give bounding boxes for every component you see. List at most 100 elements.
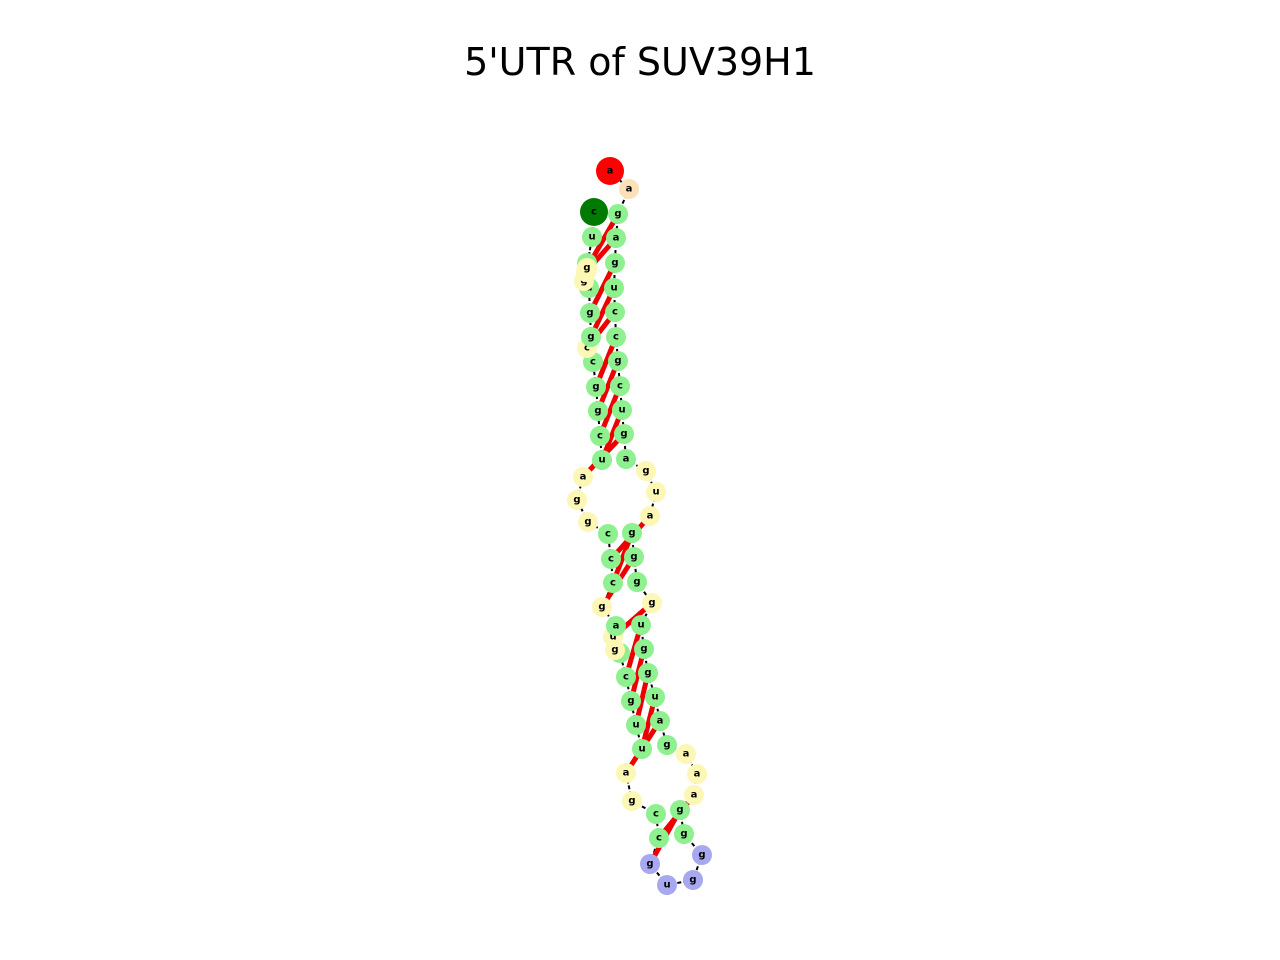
nucleotide-label: u xyxy=(637,620,644,631)
nucleotide-label: u xyxy=(598,455,605,466)
nucleotide-32: g xyxy=(692,845,712,865)
nucleotide-label: c xyxy=(605,529,611,540)
nucleotide-label: g xyxy=(620,429,627,440)
nucleotide-37: c xyxy=(646,804,666,824)
nucleotide-10: c xyxy=(610,376,630,396)
nucleotide-27: a xyxy=(676,744,696,764)
nucleotide-label: c xyxy=(612,307,618,318)
nucleotide-49: c xyxy=(603,573,623,593)
nucleotide-68: u xyxy=(582,227,602,247)
nucleotide-label: a xyxy=(580,472,587,483)
nucleotide-40: u xyxy=(632,739,652,759)
nucleotide-label: c xyxy=(590,357,596,368)
nucleotide-57: g xyxy=(588,401,608,421)
nucleotide-51: c xyxy=(598,524,618,544)
nucleotide-21: u xyxy=(631,615,651,635)
nucleotide-label: g xyxy=(587,332,594,343)
nucleotide-58: g xyxy=(586,377,606,397)
nucleotide-48: g xyxy=(592,597,612,617)
nucleotide-56: c xyxy=(590,426,610,446)
nucleotide-4: a xyxy=(606,228,626,248)
nucleotide-15: u xyxy=(646,482,666,502)
nucleotide-label: g xyxy=(628,796,635,807)
nucleotide-label: g xyxy=(584,517,591,528)
nucleotide-label: g xyxy=(663,740,670,751)
nucleotide-61: g xyxy=(581,327,601,347)
nucleotide-label: g xyxy=(598,602,605,613)
nucleotide-label: c xyxy=(608,554,614,565)
nucleotide-label: a xyxy=(623,768,630,779)
nucleotide-47: a xyxy=(606,616,626,636)
nucleotide-label: g xyxy=(583,263,590,274)
nucleotide-62: g xyxy=(580,303,600,323)
nucleotide-8: c xyxy=(606,327,626,347)
nucleotide-label: u xyxy=(588,232,595,243)
nucleotide-label: u xyxy=(638,744,645,755)
nucleotide-53: g xyxy=(567,490,587,510)
nucleotide-3: g xyxy=(608,204,628,224)
nucleotide-label: c xyxy=(617,381,623,392)
nucleotide-label: g xyxy=(648,598,655,609)
nucleotide-label: g xyxy=(646,859,653,870)
nucleotide-13: a xyxy=(616,449,636,469)
nucleotide-label: g xyxy=(642,466,649,477)
nucleotide-label: g xyxy=(594,406,601,417)
nucleotide-54: a xyxy=(573,467,593,487)
nucleotide-label: u xyxy=(663,880,670,891)
nucleotide-43: c xyxy=(616,667,636,687)
nucleotide-23: g xyxy=(638,663,658,683)
nucleotide-label: c xyxy=(656,833,662,844)
nucleotide-31: g xyxy=(674,824,694,844)
nucleotide-22: g xyxy=(634,639,654,659)
nucleotide-label: c xyxy=(610,578,616,589)
nucleotide-6: u xyxy=(604,278,624,298)
nucleotide-33: g xyxy=(683,870,703,890)
nucleotide-label: g xyxy=(614,356,621,367)
nucleotide-41: u xyxy=(626,715,646,735)
nucleotide-label: g xyxy=(627,696,634,707)
nucleotide-label: g xyxy=(611,258,618,269)
nucleotide-24: u xyxy=(645,687,665,707)
nucleotide-5: g xyxy=(605,253,625,273)
nucleotide-17: g xyxy=(622,523,642,543)
nucleotide-35: g xyxy=(640,854,660,874)
nucleotide-label: a xyxy=(694,769,701,780)
nucleotide-label: a xyxy=(691,790,698,801)
nucleotide-label: g xyxy=(680,829,687,840)
nucleotide-18: g xyxy=(624,547,644,567)
nucleotide-label: u xyxy=(610,283,617,294)
nucleotide-label: g xyxy=(698,850,705,861)
nucleotide-label: u xyxy=(632,720,639,731)
nucleotide-label: c xyxy=(597,431,603,442)
nucleotide-label: u xyxy=(618,405,625,416)
nucleotide-label: g xyxy=(586,308,593,319)
nucleotide-label: g xyxy=(614,209,621,220)
nucleotide-26: g xyxy=(657,735,677,755)
nucleotide-16: a xyxy=(640,506,660,526)
nucleotide-label: g xyxy=(573,495,580,506)
nucleotide-label: g xyxy=(644,668,651,679)
nucleotide-1: a xyxy=(596,157,624,185)
nucleotide-label: c xyxy=(613,332,619,343)
nucleotide-50: c xyxy=(601,549,621,569)
nucleotide-label: u xyxy=(651,692,658,703)
nucleotide-52: g xyxy=(578,512,598,532)
nucleotide-label: a xyxy=(613,621,620,632)
nucleotide-label: a xyxy=(607,166,614,177)
nucleotide-38: g xyxy=(622,791,642,811)
nucleotide-label: a xyxy=(623,454,630,465)
nucleotide-label: a xyxy=(613,233,620,244)
nucleotide-29: a xyxy=(684,785,704,805)
nucleotide-label: a xyxy=(647,511,654,522)
nucleotide-39: a xyxy=(616,763,636,783)
nucleotide-30: g xyxy=(670,800,690,820)
nucleotide-34: u xyxy=(657,875,677,895)
nucleotide-label: g xyxy=(630,552,637,563)
nucleotide-label: c xyxy=(653,809,659,820)
nucleotide-2: a xyxy=(619,179,639,199)
nucleotide-19: g xyxy=(627,572,647,592)
nucleotide-14: g xyxy=(636,461,656,481)
nucleotide-9: g xyxy=(608,351,628,371)
nucleotide-label: c xyxy=(591,207,597,218)
